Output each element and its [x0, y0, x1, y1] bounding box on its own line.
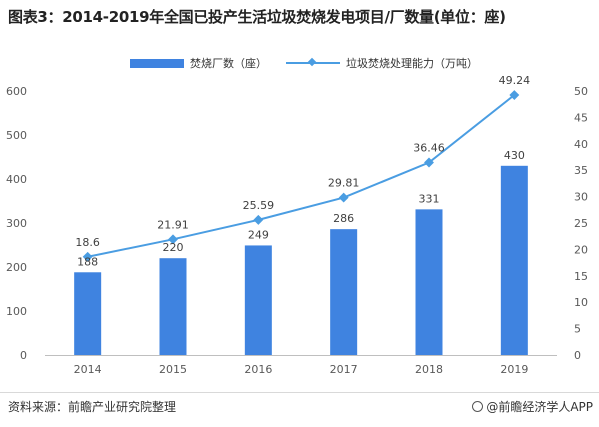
legend: 焚烧厂数（座） 垃圾焚烧处理能力（万吨） — [0, 55, 599, 71]
y-left-tick-label: 0 — [20, 349, 27, 362]
line-point — [338, 192, 349, 203]
y-left-tick-label: 500 — [6, 129, 27, 142]
bar-value-label: 188 — [77, 255, 98, 268]
y-left-tick-label: 300 — [6, 217, 27, 230]
line-value-label: 49.24 — [499, 74, 531, 87]
brand-credit: @前瞻经济学人APP — [472, 398, 593, 415]
chart-plot: 0 100 200 300 400 500 600 0 5 10 15 20 25 30 35 40 45 50 2… — [6, 74, 588, 376]
x-tick-label: 2017 — [330, 363, 358, 376]
y-right-tick-label: 30 — [574, 191, 588, 204]
y-right-tick-label: 25 — [574, 217, 588, 230]
bar-value-label: 286 — [333, 212, 354, 225]
bar — [244, 245, 272, 355]
line-point — [82, 251, 93, 262]
bar — [159, 258, 187, 355]
bar — [330, 229, 358, 355]
x-tick-label: 2018 — [415, 363, 443, 376]
legend-line-swatch — [286, 57, 340, 69]
brand-logo-icon — [472, 401, 484, 412]
y-right-tick-label: 50 — [574, 85, 588, 98]
line-value-label: 18.6 — [75, 236, 100, 249]
x-tick-label: 2019 — [500, 363, 528, 376]
line-value-label: 25.59 — [243, 199, 275, 212]
legend-bar-label: 焚烧厂数（座） — [190, 57, 267, 70]
footer-divider — [0, 392, 599, 393]
y-right-tick-label: 20 — [574, 243, 588, 256]
legend-item-line: 垃圾焚烧处理能力（万吨） — [286, 55, 478, 71]
x-tick-label: 2014 — [74, 363, 102, 376]
y-left-tick-label: 400 — [6, 173, 27, 186]
legend-item-bar: 焚烧厂数（座） — [130, 55, 267, 71]
y-right-tick-label: 5 — [574, 323, 581, 336]
line-point — [253, 214, 264, 225]
chart-title: 图表3：2014-2019年全国已投产生活垃圾焚烧发电项目/厂数量(单位：座) — [8, 8, 506, 26]
line-value-label: 29.81 — [328, 177, 360, 190]
y-left-tick-label: 100 — [6, 305, 27, 318]
bar — [415, 209, 443, 355]
bar-value-label: 249 — [248, 228, 269, 241]
y-right-tick-label: 40 — [574, 138, 588, 151]
y-right-tick-label: 45 — [574, 111, 588, 124]
y-right-tick-label: 15 — [574, 270, 588, 283]
bar — [74, 272, 102, 355]
line-point — [424, 157, 434, 168]
bar-value-label: 430 — [504, 149, 525, 162]
line-value-label: 36.46 — [413, 141, 445, 154]
line-value-label: 21.91 — [157, 218, 189, 231]
bar-value-label: 220 — [163, 241, 184, 254]
x-tick-label: 2015 — [159, 363, 187, 376]
x-tick-label: 2016 — [244, 363, 272, 376]
brand-credit-text: @前瞻经济学人APP — [486, 400, 593, 414]
bar — [500, 165, 528, 355]
legend-bar-swatch — [130, 58, 184, 68]
line-point — [168, 234, 178, 245]
source-note: 资料来源：前瞻产业研究院整理 — [8, 400, 177, 414]
y-left-tick-label: 200 — [6, 261, 27, 274]
y-right-tick-label: 0 — [574, 349, 581, 362]
y-right-tick-label: 10 — [574, 296, 588, 309]
series-line — [87, 94, 515, 258]
y-left-tick-label: 600 — [6, 85, 27, 98]
bar-value-label: 331 — [419, 192, 440, 205]
legend-line-label: 垃圾焚烧处理能力（万吨） — [346, 57, 478, 70]
y-right-tick-label: 35 — [574, 164, 588, 177]
